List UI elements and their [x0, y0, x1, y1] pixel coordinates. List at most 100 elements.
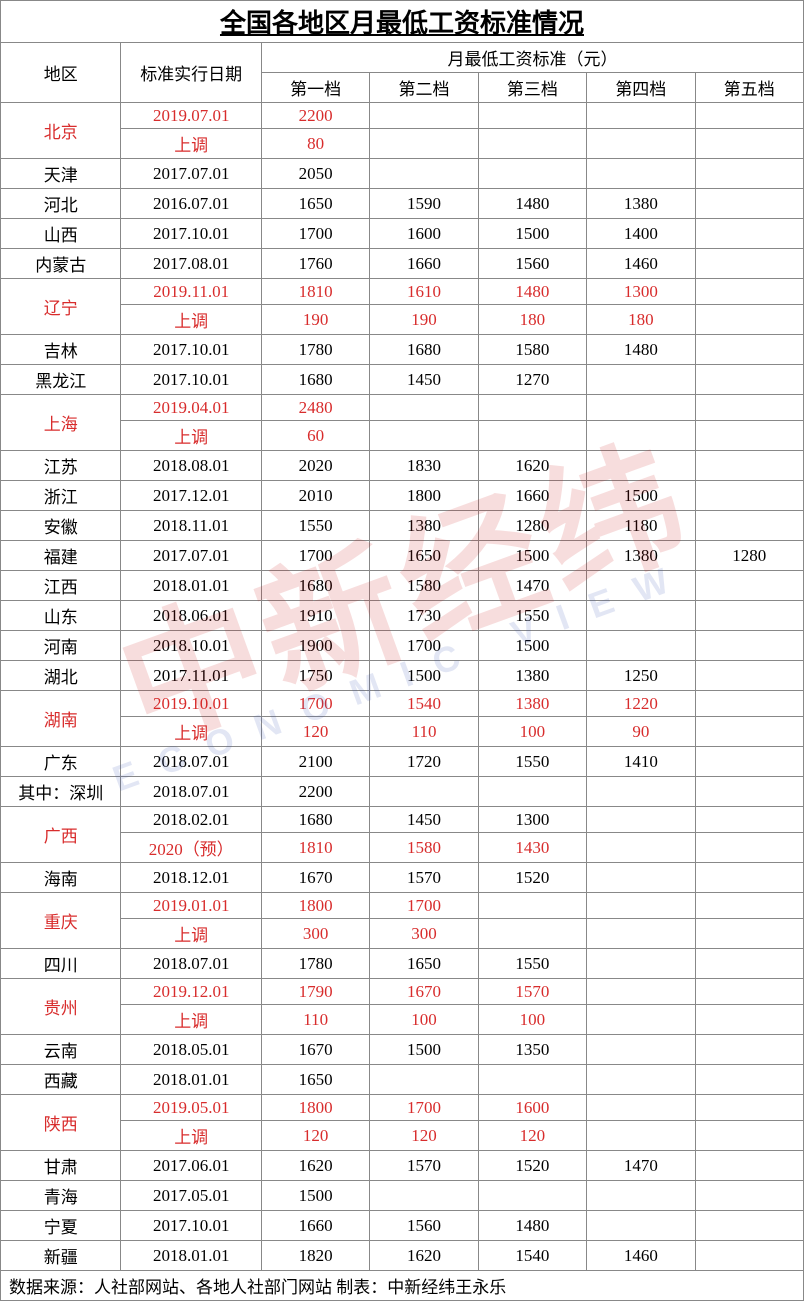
value-cell: 1410	[587, 747, 695, 777]
region-cell: 重庆	[1, 893, 121, 949]
value-cell: 1650	[261, 189, 369, 219]
value-cell: 1380	[587, 541, 695, 571]
value-cell	[695, 103, 803, 129]
value-cell: 2200	[261, 777, 369, 807]
region-cell: 辽宁	[1, 279, 121, 335]
date-cell: 2019.12.01	[121, 979, 262, 1005]
value-cell	[370, 103, 478, 129]
value-cell: 1380	[587, 189, 695, 219]
value-cell: 2050	[261, 159, 369, 189]
value-cell: 90	[587, 717, 695, 747]
value-cell: 1560	[478, 249, 586, 279]
region-cell: 其中：深圳	[1, 777, 121, 807]
value-cell: 1900	[261, 631, 369, 661]
region-cell: 上海	[1, 395, 121, 451]
value-cell: 60	[261, 421, 369, 451]
value-cell	[695, 1151, 803, 1181]
value-cell	[695, 249, 803, 279]
value-cell: 1800	[370, 481, 478, 511]
region-cell: 吉林	[1, 335, 121, 365]
value-cell: 1650	[370, 949, 478, 979]
value-cell: 1250	[587, 661, 695, 691]
value-cell: 110	[261, 1005, 369, 1035]
value-cell: 1680	[261, 571, 369, 601]
value-cell	[587, 863, 695, 893]
value-cell: 1570	[478, 979, 586, 1005]
date-cell: 2018.10.01	[121, 631, 262, 661]
date-cell: 上调	[121, 1005, 262, 1035]
value-cell	[587, 777, 695, 807]
value-cell: 120	[261, 1121, 369, 1151]
value-cell	[370, 1181, 478, 1211]
value-cell: 180	[587, 305, 695, 335]
value-cell: 1300	[587, 279, 695, 305]
value-cell	[695, 863, 803, 893]
value-cell	[587, 1005, 695, 1035]
value-cell	[695, 451, 803, 481]
value-cell	[695, 747, 803, 777]
value-cell: 1560	[370, 1211, 478, 1241]
date-cell: 2018.07.01	[121, 747, 262, 777]
date-cell: 2019.01.01	[121, 893, 262, 919]
value-cell: 1620	[370, 1241, 478, 1271]
region-cell: 山东	[1, 601, 121, 631]
region-cell: 山西	[1, 219, 121, 249]
value-cell	[587, 833, 695, 863]
value-cell	[695, 511, 803, 541]
value-cell: 1580	[370, 571, 478, 601]
region-cell: 内蒙古	[1, 249, 121, 279]
date-cell: 2018.05.01	[121, 1035, 262, 1065]
value-cell: 1700	[261, 691, 369, 717]
value-cell	[587, 631, 695, 661]
value-cell: 1660	[370, 249, 478, 279]
value-cell: 1500	[370, 661, 478, 691]
value-cell	[695, 601, 803, 631]
value-cell: 1470	[587, 1151, 695, 1181]
value-cell: 1830	[370, 451, 478, 481]
value-cell	[478, 159, 586, 189]
date-cell: 2018.01.01	[121, 1065, 262, 1095]
value-cell: 1720	[370, 747, 478, 777]
value-cell: 120	[261, 717, 369, 747]
value-cell: 1380	[478, 691, 586, 717]
value-cell: 1460	[587, 1241, 695, 1271]
value-cell	[695, 979, 803, 1005]
region-cell: 河北	[1, 189, 121, 219]
value-cell	[478, 129, 586, 159]
value-cell	[478, 893, 586, 919]
date-cell: 上调	[121, 717, 262, 747]
value-cell: 1800	[261, 893, 369, 919]
value-cell: 1460	[587, 249, 695, 279]
date-cell: 2018.01.01	[121, 1241, 262, 1271]
value-cell: 1480	[587, 335, 695, 365]
value-cell: 120	[478, 1121, 586, 1151]
value-cell: 1480	[478, 279, 586, 305]
value-cell: 1620	[478, 451, 586, 481]
value-cell	[587, 601, 695, 631]
value-cell: 1910	[261, 601, 369, 631]
value-cell	[370, 777, 478, 807]
value-cell: 1670	[261, 1035, 369, 1065]
value-cell: 1500	[587, 481, 695, 511]
value-cell	[478, 395, 586, 421]
value-cell: 1550	[478, 601, 586, 631]
date-cell: 2018.06.01	[121, 601, 262, 631]
region-cell: 宁夏	[1, 1211, 121, 1241]
value-cell: 1660	[478, 481, 586, 511]
value-cell	[695, 631, 803, 661]
value-cell: 1450	[370, 365, 478, 395]
value-cell	[587, 1065, 695, 1095]
value-cell: 1380	[478, 661, 586, 691]
value-cell	[695, 717, 803, 747]
value-cell: 1520	[478, 863, 586, 893]
value-cell	[478, 1181, 586, 1211]
value-cell	[587, 103, 695, 129]
value-cell	[695, 335, 803, 365]
region-cell: 浙江	[1, 481, 121, 511]
value-cell	[587, 807, 695, 833]
value-cell: 1550	[261, 511, 369, 541]
region-cell: 福建	[1, 541, 121, 571]
region-cell: 河南	[1, 631, 121, 661]
header-tier-4: 第五档	[695, 73, 803, 103]
value-cell	[695, 1095, 803, 1121]
